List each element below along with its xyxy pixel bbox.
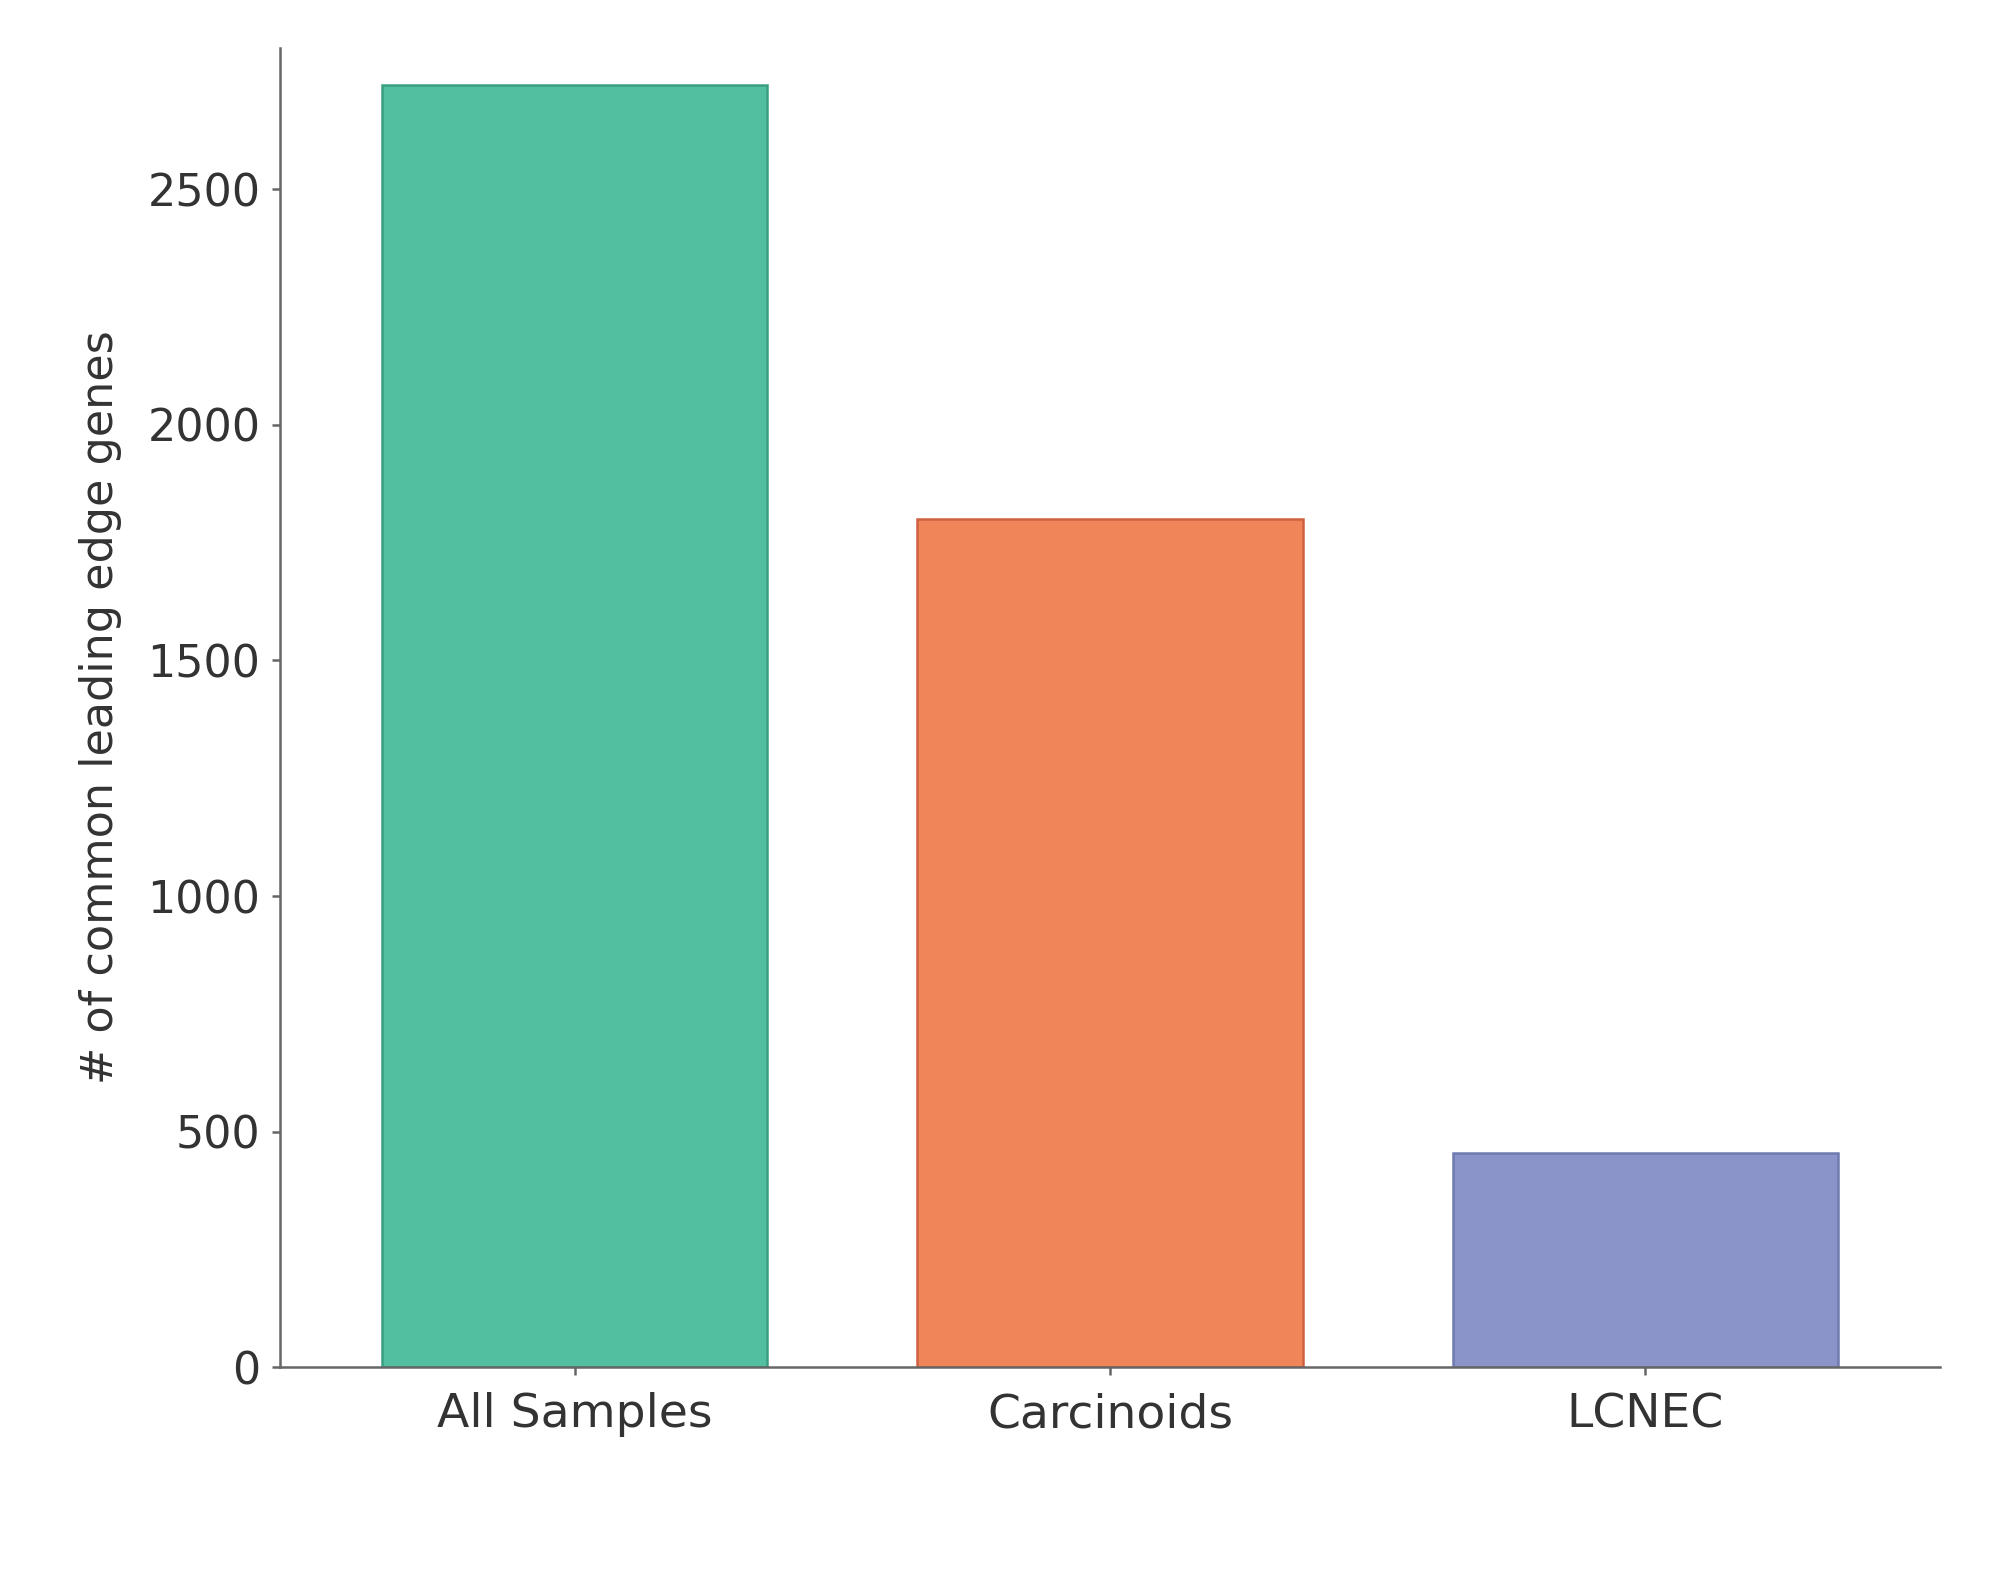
Bar — [918, 518, 1302, 1367]
Bar — [382, 86, 768, 1367]
Y-axis label: # of common leading edge genes: # of common leading edge genes — [80, 331, 122, 1084]
Bar — [1452, 1153, 1838, 1367]
